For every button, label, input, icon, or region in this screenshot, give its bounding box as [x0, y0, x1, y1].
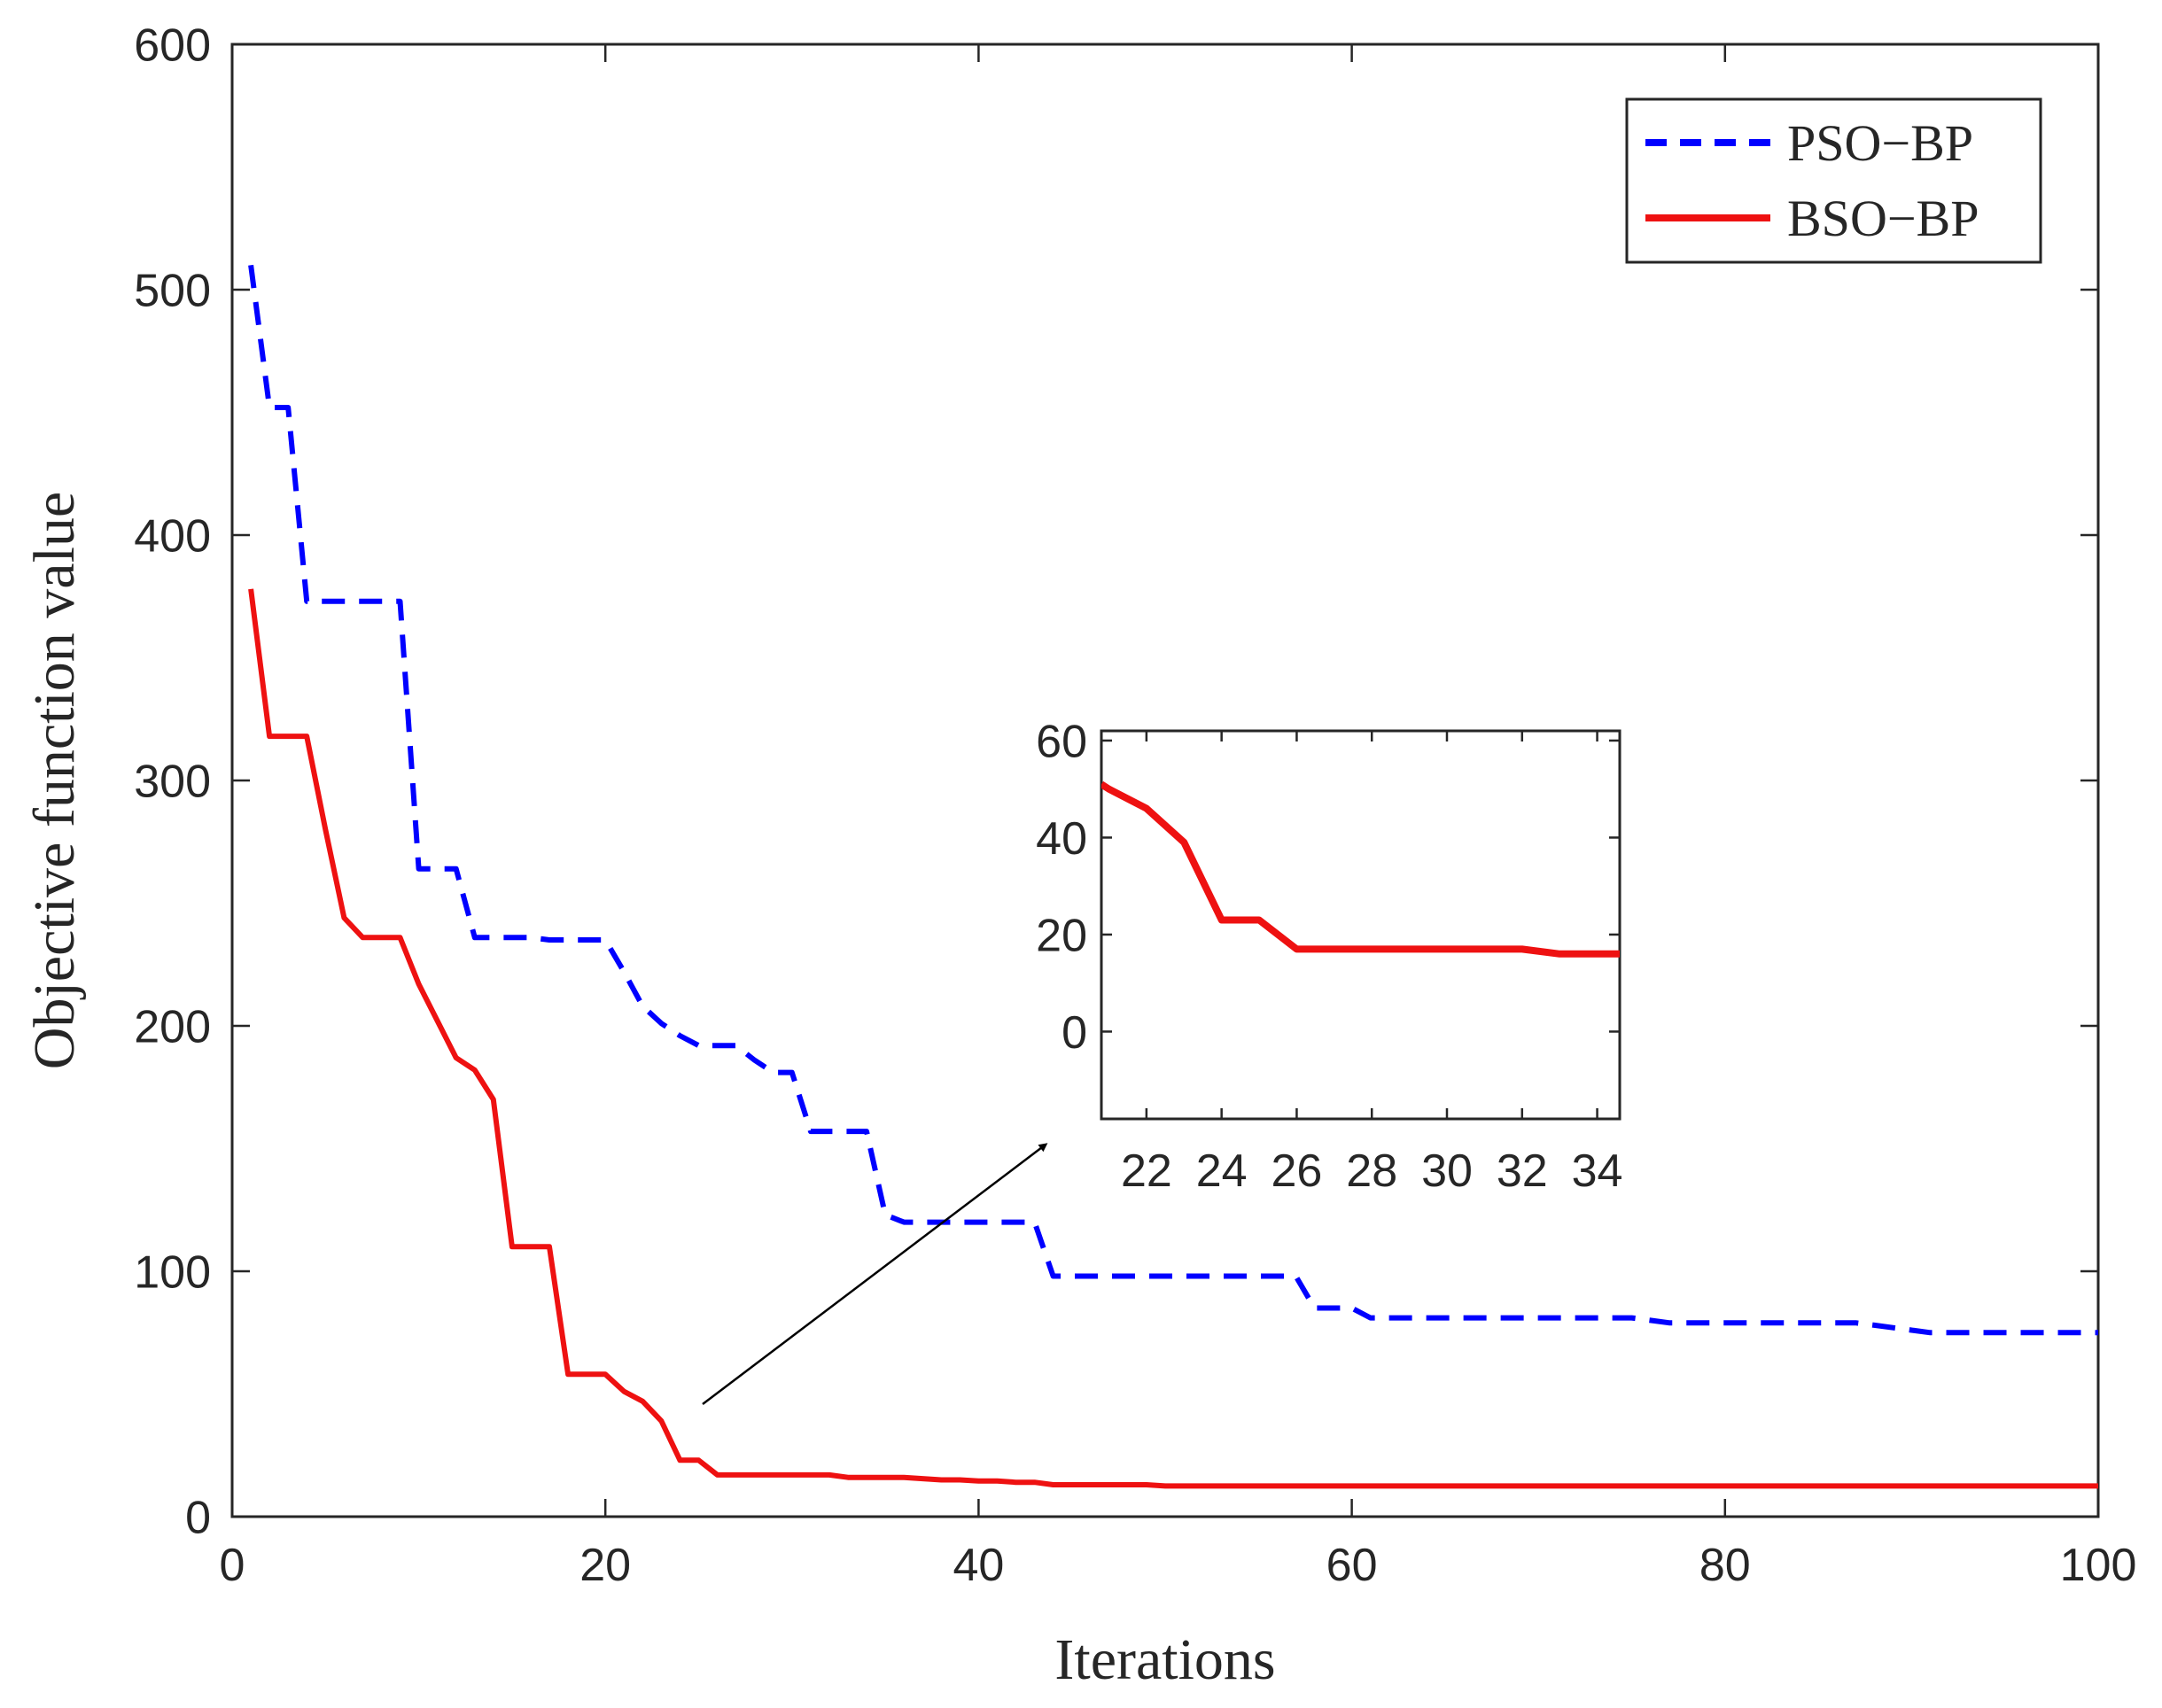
y-axis-title: Objective function value — [22, 492, 87, 1069]
legend-box — [1625, 97, 2042, 264]
inset-x-tick-label: 32 — [1497, 1145, 1548, 1197]
inset-x-tick-label: 22 — [1121, 1145, 1172, 1197]
x-axis-title: Iterations — [1054, 1627, 1275, 1692]
inset-series-line-bso-bp-zoom — [1101, 780, 1620, 958]
main-x-tick-label: 20 — [579, 1540, 631, 1591]
inset-y-tick-label: 0 — [1062, 1007, 1087, 1059]
legend-label-bso-bp: BSO−BP — [1787, 190, 1979, 247]
inset-plot-frame — [1100, 729, 1622, 1121]
inset-series-group — [1101, 780, 1620, 958]
main-x-tick-label: 60 — [1326, 1540, 1378, 1591]
main-x-tick-label: 80 — [1699, 1540, 1751, 1591]
inset-axis-ticks: 22 24 26 28 30 32 34 0 20 40 60 — [1036, 717, 1622, 1197]
inset-x-tick-label: 26 — [1272, 1145, 1323, 1197]
legend-label-pso-bp: PSO−BP — [1787, 114, 1973, 172]
main-x-tick-label: 100 — [2060, 1540, 2137, 1591]
inset-x-tick-label: 30 — [1421, 1145, 1473, 1197]
main-y-tick-label: 0 — [185, 1493, 211, 1544]
main-x-tick-label: 40 — [953, 1540, 1004, 1591]
main-y-tick-label: 500 — [134, 266, 211, 317]
inset-x-tick-label: 24 — [1196, 1145, 1248, 1197]
zoom-arrow — [702, 1143, 1048, 1405]
main-y-tick-label: 400 — [134, 511, 211, 563]
main-series-group — [248, 264, 2098, 1489]
inset-y-tick-label: 40 — [1036, 813, 1087, 865]
inset-y-tick-label: 20 — [1036, 911, 1087, 962]
main-y-tick-label: 100 — [134, 1247, 211, 1299]
main-y-tick-label: 200 — [134, 1002, 211, 1053]
main-y-tick-label: 300 — [134, 757, 211, 808]
legend: PSO−BP BSO−BP — [1625, 97, 2042, 264]
inset-x-tick-label: 28 — [1346, 1145, 1397, 1197]
main-y-tick-label: 600 — [134, 20, 211, 72]
main-x-tick-label: 0 — [220, 1540, 245, 1591]
main-series-line-pso-bp — [248, 264, 2098, 1336]
main-series-line-bso-bp — [248, 588, 2098, 1489]
inset-y-tick-label: 60 — [1036, 717, 1087, 768]
inset-x-tick-label: 34 — [1572, 1145, 1623, 1197]
